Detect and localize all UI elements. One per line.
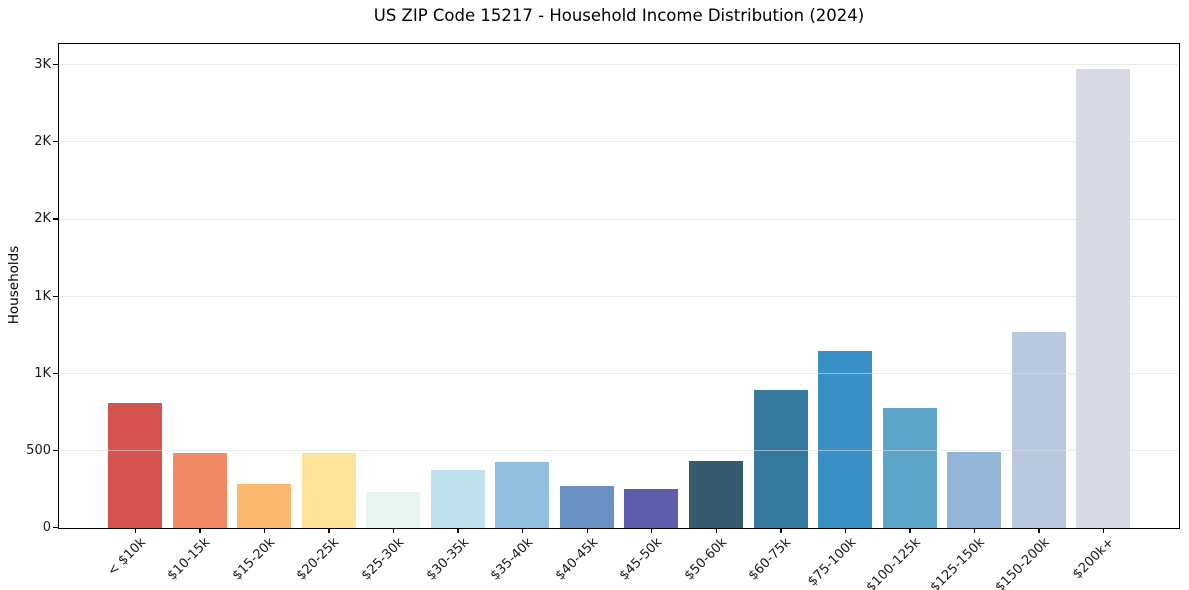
x-tick-mark [263,527,266,533]
x-tick-mark [328,527,330,533]
x-tick-mark [392,527,395,533]
x-tick-label: $60-75k [746,534,795,584]
x-tick-label: $20-25k [294,534,343,584]
bar-7 [559,485,614,528]
x-tick-label: $30-35k [423,534,472,584]
x-tick-mark [522,527,524,533]
y-tick-label: 1K [34,365,51,381]
x-tick-label: $200k+ [1070,534,1118,582]
x-tick-label: $75-100k [804,534,860,590]
y-tick-mark [53,63,58,66]
x-tick-label: $25-30k [358,534,408,584]
x-tick-label: $125-150k [927,534,989,590]
x-tick-mark [780,527,782,533]
x-tick-label: $10-15k [164,534,214,584]
x-tick-mark [651,527,653,533]
y-tick-mark [53,141,58,143]
bar-14 [1011,332,1066,528]
bar-6 [495,461,550,528]
y-tick-label: 2K [34,211,51,227]
bar-2 [237,483,292,528]
bar-12 [882,408,937,528]
bar-9 [689,460,744,528]
bar-0 [108,402,162,528]
y-tick-label: 3K [34,56,51,72]
y-tick-mark [53,527,58,529]
y-tick-mark [53,449,58,452]
x-tick-mark [715,527,717,533]
bar-4 [366,492,421,528]
x-tick-mark [1038,527,1040,533]
x-tick-mark [457,527,459,533]
bar-5 [430,469,485,528]
bar-1 [172,452,227,528]
y-tick-label: 0 [42,520,51,536]
y-tick-label: 1K [34,288,51,304]
x-tick-label: $50-60k [681,534,730,584]
bars-layer [59,44,1179,528]
x-tick-mark [844,527,847,533]
x-tick-mark [134,527,136,533]
y-tick-label: 500 [26,442,51,458]
x-tick-label: $150-200k [992,534,1053,590]
x-tick-mark [1103,527,1105,533]
y-tick-mark [53,218,58,220]
x-tick-mark [909,527,911,533]
x-tick-mark [199,527,201,533]
bar-13 [947,451,1002,528]
chart-title: US ZIP Code 15217 - Household Income Dis… [373,6,865,25]
x-tick-label: $100-125k [863,534,924,590]
y-tick-mark [53,295,58,297]
bar-10 [753,389,808,528]
y-tick-mark [53,372,58,375]
x-tick-mark [973,527,976,533]
bar-15 [1076,68,1131,528]
x-tick-label: < $10k [104,534,149,579]
x-tick-label: $45-50k [616,534,666,584]
x-tick-label: $40-45k [552,534,601,584]
bar-8 [624,489,679,528]
x-tick-label: $35-40k [487,534,537,584]
plot-area [58,43,1180,529]
x-tick-mark [586,527,588,533]
x-tick-label: $15-20k [229,534,279,584]
bar-3 [301,452,356,528]
y-tick-label: 2K [34,134,51,150]
bar-11 [818,351,873,528]
